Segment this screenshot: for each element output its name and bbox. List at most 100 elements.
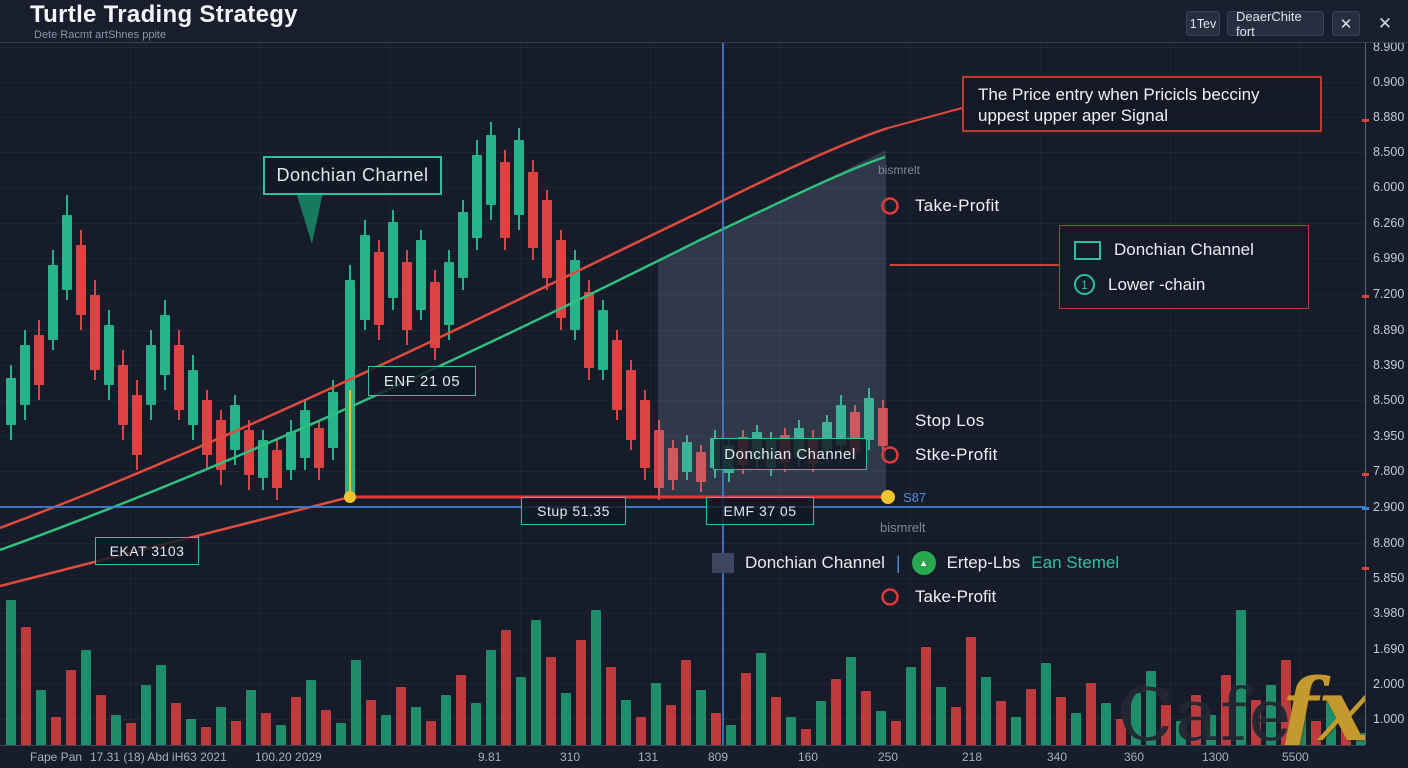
price-axis-label: 7.800 xyxy=(1373,464,1405,478)
legend-separator: | xyxy=(895,552,901,573)
price-axis-label: 0.900 xyxy=(1373,75,1405,89)
candle xyxy=(626,370,636,440)
donchian-channel-callout: Donchian Charnel xyxy=(263,156,442,195)
close-icon[interactable]: ✕ xyxy=(1332,11,1360,36)
volume-bar xyxy=(1161,705,1171,745)
volume-bar xyxy=(111,715,121,745)
price-axis-label: 8.500 xyxy=(1373,145,1405,159)
price-tick-red xyxy=(1362,473,1369,476)
volume-bar xyxy=(636,717,646,745)
annotation-pointer xyxy=(887,107,963,129)
price-axis-label: 1.000 xyxy=(1373,712,1405,726)
volume-bar xyxy=(1236,610,1246,745)
bottom-legend-entry-channel[interactable]: Ean Stemel xyxy=(1031,553,1120,572)
volume-bar xyxy=(66,670,76,745)
price-axis-label: 5.850 xyxy=(1373,571,1405,585)
time-axis[interactable]: Fape Pan 17.31 (18) Abd iH63 2021 100.20 2… xyxy=(0,745,1365,768)
time-axis-label: 809 xyxy=(708,750,729,764)
candle xyxy=(174,345,184,410)
volume-bar xyxy=(501,630,511,745)
candle xyxy=(542,200,552,278)
stop-price-box: Stup 51.35 xyxy=(521,497,626,525)
candle xyxy=(458,212,468,278)
legend-item-label: Lower -chain xyxy=(1108,274,1206,294)
volume-bar xyxy=(261,713,271,745)
volume-bar xyxy=(396,687,406,745)
volume-bar xyxy=(366,700,376,745)
candle xyxy=(388,222,398,298)
entry-signal-note: The Price entry when Pricicls becciny up… xyxy=(962,76,1322,132)
s87-price-tag: S87 xyxy=(903,490,927,505)
price-axis-label: 2.900 xyxy=(1373,500,1405,514)
volume-bar xyxy=(591,610,601,745)
volume-bar xyxy=(1206,715,1216,745)
volume-bar xyxy=(291,697,301,745)
price-axis[interactable]: 8.900 0.900 8.880 8.500 6.000 6.260 6.990 7.200… xyxy=(1362,40,1408,745)
bottom-legend-donchian[interactable]: Donchian Channel xyxy=(745,553,885,572)
candle xyxy=(286,432,296,470)
take-profit-label-top: Take-Profit xyxy=(915,196,1000,215)
volume-bar xyxy=(1071,713,1081,745)
time-axis-label: 1300 xyxy=(1202,750,1229,764)
theme-button[interactable]: DeaerChite fort xyxy=(1227,9,1324,39)
donchian-swatch-icon xyxy=(712,553,734,573)
time-axis-label: 218 xyxy=(962,750,983,764)
volume-bar xyxy=(846,657,856,745)
gridline xyxy=(1040,42,1041,745)
volume-bar xyxy=(756,653,766,745)
gridline xyxy=(260,42,261,745)
candle xyxy=(360,235,370,320)
volume-bar xyxy=(1251,700,1261,745)
volume-bar xyxy=(531,620,541,745)
gridline xyxy=(650,42,651,745)
volume-bar xyxy=(186,719,196,745)
timeframe-button[interactable]: 1Tev xyxy=(1186,11,1220,36)
candle xyxy=(118,365,128,425)
enf-price-box: ENF 21 05 xyxy=(368,366,476,396)
candle xyxy=(230,405,240,450)
volume-bar xyxy=(81,650,91,745)
candle xyxy=(314,428,324,468)
volume-bar xyxy=(156,665,166,745)
candle xyxy=(864,398,874,440)
gridline xyxy=(1300,42,1301,745)
price-axis-label: 6.990 xyxy=(1373,251,1405,265)
chart-canvas[interactable]: Donchian Charnel ENF 21 05 EKAT 3103 Stu… xyxy=(0,42,1365,745)
volume-bar xyxy=(306,680,316,745)
gridline xyxy=(0,578,1365,579)
gridline xyxy=(0,613,1365,614)
candle xyxy=(300,410,310,458)
candle xyxy=(500,162,510,238)
gridline xyxy=(0,187,1365,188)
legend-item-lower-chain[interactable]: 1 Lower -chain xyxy=(1074,274,1205,295)
volume-bar xyxy=(336,723,346,745)
volume-bar xyxy=(1086,683,1096,745)
candle xyxy=(668,448,678,480)
overlay-lines-layer xyxy=(0,42,1365,745)
volume-bar xyxy=(1266,685,1276,745)
volume-bar xyxy=(606,667,616,745)
channel-legend-box: Donchian Channel 1 Lower -chain xyxy=(1059,225,1309,309)
legend-item-donchian[interactable]: Donchian Channel xyxy=(1074,240,1254,260)
volume-bar xyxy=(471,703,481,745)
window-close-icon[interactable]: ✕ xyxy=(1377,13,1393,33)
time-axis-label: Fape Pan xyxy=(30,750,83,764)
stke-profit-label: Stke-Profit xyxy=(915,445,998,464)
gridline xyxy=(0,117,1365,118)
bismrelt-label-top: bismrelt xyxy=(878,163,921,177)
candle xyxy=(272,450,282,488)
candle xyxy=(258,440,268,478)
volume-bar xyxy=(51,717,61,745)
volume-bar xyxy=(1221,675,1231,745)
gridline xyxy=(0,649,1365,650)
volume-bar xyxy=(486,650,496,745)
gridline xyxy=(0,330,1365,331)
top-bar: Turtle Trading Strategy Dete Racmt artSh… xyxy=(0,0,1408,43)
volume-bar xyxy=(936,687,946,745)
page-subtitle: Dete Racmt artShnes ppite xyxy=(34,29,167,41)
bottom-legend-entry[interactable]: Ertep-Lbs xyxy=(946,553,1021,572)
gridline xyxy=(0,82,1365,83)
price-axis-label: 2.000 xyxy=(1373,677,1405,691)
candle xyxy=(556,240,566,318)
volume-bar xyxy=(966,637,976,745)
